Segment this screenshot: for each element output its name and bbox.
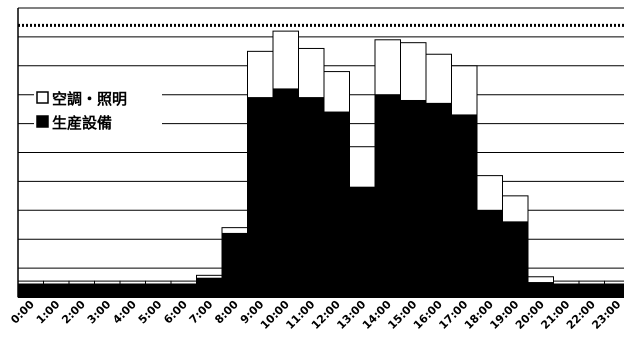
- bar-segment-hvac-lighting: [604, 280, 624, 285]
- bar-segment-production: [298, 97, 325, 298]
- bar-segment-hvac-lighting: [451, 65, 478, 116]
- bar-segment-production: [170, 283, 197, 298]
- legend-box: [34, 86, 162, 132]
- bar-segment-hvac-lighting: [553, 280, 580, 285]
- bar-segment-hvac-lighting: [476, 175, 503, 211]
- bar-segment-production: [578, 283, 605, 298]
- bar-segment-production: [145, 283, 172, 298]
- bar-segment-hvac-lighting: [43, 280, 70, 285]
- bar-segment-production: [68, 283, 95, 298]
- bar-segment-hvac-lighting: [349, 146, 376, 188]
- bar-segment-hvac-lighting: [94, 280, 121, 285]
- bars: [17, 30, 624, 298]
- bar-segment-production: [400, 99, 427, 298]
- x-tick-label: 8:00: [212, 298, 241, 327]
- x-tick-label: 6:00: [161, 298, 190, 327]
- x-tick-label: 3:00: [85, 298, 114, 327]
- bar-segment-production: [527, 282, 554, 298]
- bar-segment-hvac-lighting: [323, 71, 350, 113]
- legend-swatch-1: [36, 115, 49, 128]
- x-tick-label: 0:00: [8, 298, 37, 327]
- bar-segment-production: [272, 88, 299, 298]
- bar-segment-production: [221, 232, 248, 298]
- legend-label-0: 空調・照明: [52, 90, 127, 108]
- x-tick-label: 2:00: [59, 298, 88, 327]
- legend: 空調・照明 生産設備: [34, 86, 162, 132]
- bar-segment-hvac-lighting: [221, 227, 248, 234]
- bar-segment-hvac-lighting: [425, 53, 452, 104]
- bar-segment-hvac-lighting: [527, 276, 554, 284]
- bar-segment-production: [425, 102, 452, 298]
- legend-label-1: 生産設備: [52, 114, 112, 132]
- x-tick-label: 1:00: [34, 298, 63, 327]
- chart-frame: [17, 8, 624, 298]
- bar-segment-production: [196, 277, 223, 298]
- x-tick-label: 4:00: [110, 298, 139, 327]
- bar-segment-hvac-lighting: [145, 280, 172, 285]
- bar-segment-hvac-lighting: [578, 280, 605, 285]
- bar-segment-hvac-lighting: [17, 280, 44, 285]
- bar-segment-production: [502, 221, 529, 298]
- x-tick-label: 5:00: [136, 298, 165, 327]
- bar-segment-production: [94, 283, 121, 298]
- bar-segment-hvac-lighting: [247, 50, 274, 99]
- bar-segment-hvac-lighting: [502, 195, 529, 223]
- bar-segment-production: [553, 283, 580, 298]
- bar-segment-production: [119, 283, 146, 298]
- bar-segment-production: [247, 97, 274, 298]
- bar-segment-production: [476, 209, 503, 298]
- bar-segment-production: [323, 111, 350, 298]
- bar-segment-hvac-lighting: [170, 280, 197, 285]
- bar-segment-hvac-lighting: [298, 47, 325, 99]
- bar-segment-production: [604, 283, 624, 298]
- x-tick-label: 7:00: [187, 298, 216, 327]
- bar-segment-hvac-lighting: [374, 39, 401, 96]
- bar-segment-production: [43, 283, 70, 298]
- bar-segment-production: [17, 283, 44, 298]
- bar-segment-hvac-lighting: [68, 280, 95, 285]
- bar-segment-production: [374, 94, 401, 298]
- x-tick-label: 23:00: [589, 298, 623, 332]
- bar-segment-production: [451, 114, 478, 298]
- bar-segment-hvac-lighting: [272, 30, 299, 90]
- bar-segment-hvac-lighting: [196, 274, 223, 279]
- bar-segment-hvac-lighting: [119, 280, 146, 285]
- x-tick-labels: 0:001:002:003:004:005:006:007:008:009:00…: [8, 298, 623, 332]
- bar-segment-production: [349, 186, 376, 298]
- legend-swatch-0: [36, 91, 49, 104]
- bar-segment-hvac-lighting: [400, 42, 427, 101]
